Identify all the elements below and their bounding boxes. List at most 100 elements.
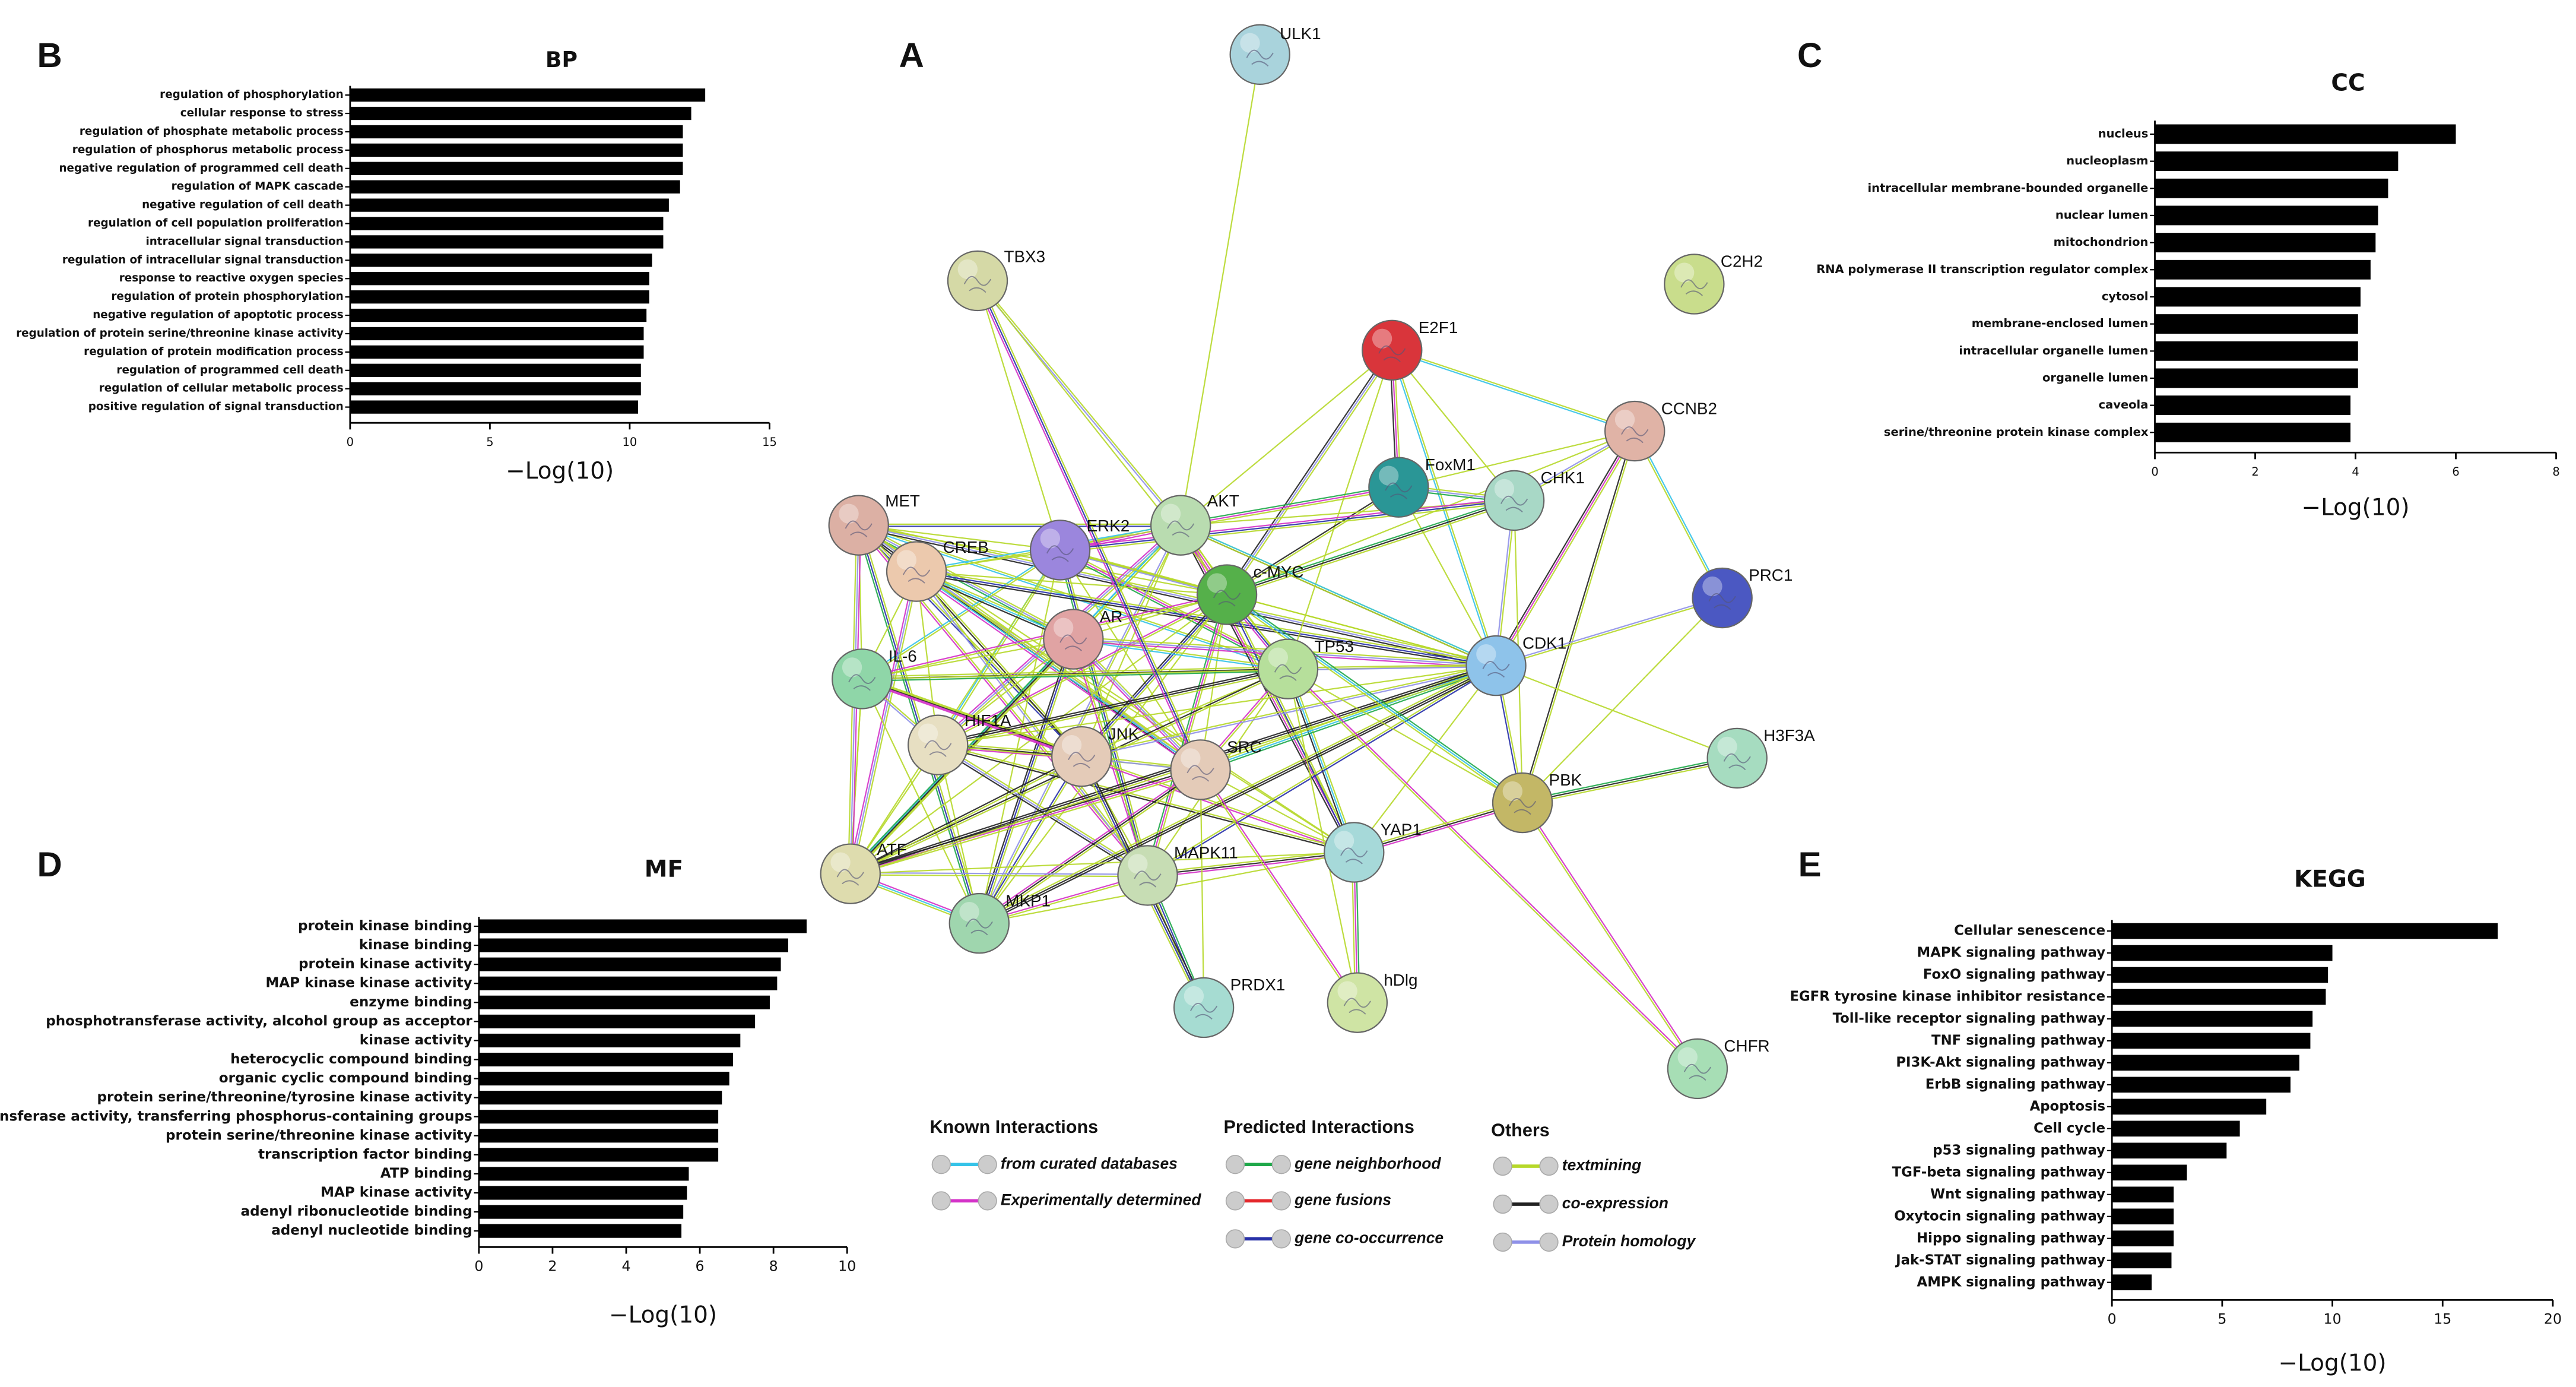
y-tick-label: protein kinase binding: [298, 919, 472, 934]
y-tick-label: caveola: [2099, 398, 2149, 411]
bar: [350, 217, 664, 230]
y-tick-label: membrane-enclosed lumen: [1972, 316, 2149, 330]
y-tick-label: negative regulation of apoptotic process: [93, 309, 344, 321]
y-tick-label: MAP kinase kinase activity: [265, 976, 472, 991]
bar: [2112, 1120, 2240, 1137]
node-structure: [1246, 49, 1274, 66]
node-shine: [1061, 734, 1082, 755]
y-tick-label: Wnt signaling pathway: [1930, 1186, 2105, 1202]
edge: [1180, 349, 1392, 526]
edge: [980, 771, 1203, 926]
legend-node: [1271, 1155, 1292, 1174]
edge: [1398, 430, 1635, 488]
edge: [1226, 594, 1523, 803]
legend-node: [931, 1191, 951, 1211]
edge: [1147, 664, 1496, 875]
bar: [2155, 124, 2456, 144]
edge: [1522, 755, 1737, 802]
edge: [861, 678, 980, 924]
legend-title: Others: [1491, 1120, 1550, 1141]
bar: [2155, 341, 2358, 361]
node-structure: [924, 740, 952, 757]
edge: [1073, 639, 1288, 671]
node-shine: [1053, 618, 1074, 638]
bar: [2155, 259, 2371, 280]
chart-title: MF: [645, 856, 683, 883]
y-tick-label: protein serine/threonine kinase activity: [166, 1128, 472, 1143]
edge: [862, 670, 1289, 682]
bar: [478, 1186, 687, 1200]
y-tick-label: EGFR tyrosine kinase inhibitor resistanc…: [1790, 989, 2105, 1004]
y-tick-label: serine/threonine protein kinase complex: [1884, 425, 2149, 439]
edge: [979, 667, 1498, 926]
edge: [1081, 664, 1496, 756]
bar: [478, 1033, 741, 1048]
edge: [858, 524, 1061, 551]
node-label: PBK: [1549, 771, 1582, 789]
edge: [1288, 666, 1496, 671]
edge: [1071, 640, 1200, 772]
bar: [478, 919, 807, 933]
x-tick-label: 10: [623, 435, 637, 449]
node-shine: [830, 852, 851, 872]
edge: [938, 743, 1355, 852]
node-label: TP53: [1315, 637, 1354, 656]
edge: [1496, 598, 1723, 667]
edge: [938, 665, 1496, 746]
bar: [2112, 1098, 2267, 1115]
edge: [1392, 349, 1636, 431]
node-shine: [1717, 736, 1737, 757]
node-structure: [1723, 753, 1751, 771]
x-tick-label: 5: [486, 435, 493, 449]
x-tick-label: 15: [762, 435, 777, 449]
y-tick-label: regulation of cell population proliferat…: [88, 217, 344, 229]
edge: [937, 668, 1289, 746]
y-tick-label: phosphotransferase activity, alcohol gro…: [46, 1014, 472, 1029]
y-tick-label: response to reactive oxygen species: [119, 272, 344, 284]
edge: [1060, 502, 1515, 553]
y-tick-label: nuclear lumen: [2055, 208, 2149, 221]
node-label: HIF1A: [965, 711, 1011, 730]
edge: [1147, 666, 1498, 877]
bar: [2155, 151, 2399, 172]
y-tick-label: intracellular signal transduction: [145, 235, 343, 248]
edge: [861, 548, 1060, 679]
edge: [1288, 667, 1699, 1069]
y-tick-label: nucleoplasm: [2066, 154, 2148, 167]
bar: [2112, 1011, 2313, 1027]
edge: [978, 767, 1200, 923]
edge: [851, 771, 1201, 877]
edge: [1200, 665, 1496, 771]
y-tick-label: Hippo signaling pathway: [1917, 1230, 2105, 1246]
node-label: AKT: [1207, 492, 1239, 510]
edge: [1633, 431, 1722, 599]
node-label: ATF: [877, 840, 906, 859]
node-structure: [965, 919, 993, 936]
edge: [916, 571, 1227, 596]
edge: [915, 572, 1081, 758]
chart-title: BP: [545, 47, 578, 72]
y-tick-label: protein serine/threonine/tyrosine kinase…: [97, 1090, 472, 1105]
edge: [916, 571, 1201, 771]
bar: [2155, 205, 2378, 226]
edge: [1180, 54, 1261, 525]
edge: [1227, 487, 1400, 596]
edge: [1521, 430, 1635, 803]
bar: [350, 106, 691, 121]
y-tick-label: intracellular membrane-bounded organelle: [1868, 181, 2149, 195]
node-label: YAP1: [1381, 821, 1422, 839]
legend-node: [1225, 1229, 1245, 1249]
edge: [849, 679, 863, 874]
x-tick-label: 6: [2452, 465, 2459, 479]
node-shine: [842, 657, 862, 677]
bar: [350, 345, 644, 359]
node-shine: [896, 550, 917, 570]
x-tick-label: 10: [2324, 1310, 2342, 1327]
x-tick-label: 2: [548, 1258, 557, 1274]
y-tick-label: Cell cycle: [2033, 1120, 2105, 1136]
node-structure: [1167, 520, 1195, 537]
edge: [1285, 669, 1353, 854]
edge: [916, 570, 1149, 876]
legend-node: [931, 1155, 951, 1174]
